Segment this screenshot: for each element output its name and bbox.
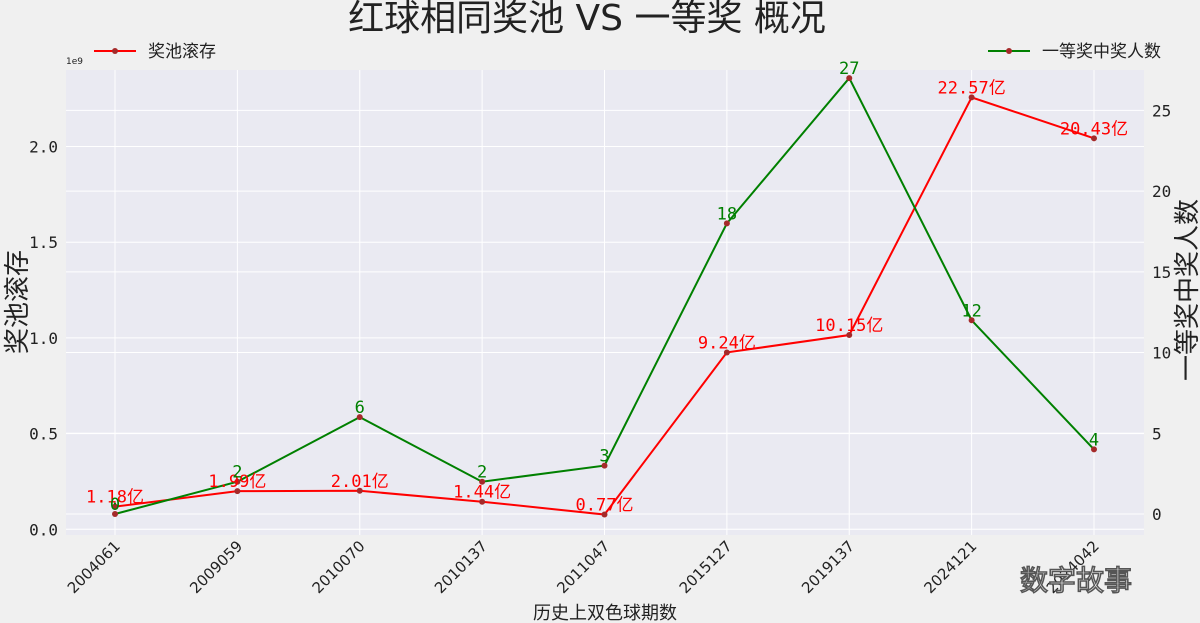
- series-1-data-label: 18: [717, 204, 737, 224]
- y-axis-left-label: 奖池滚存: [3, 250, 33, 354]
- series-0-data-label: 2.01亿: [331, 472, 389, 492]
- y-axis-right-label: 一等奖中奖人数: [1173, 199, 1200, 381]
- right-y-ticks: 0 5 10 15 20 25: [1152, 101, 1171, 524]
- series-1-data-label: 2: [477, 463, 487, 483]
- y-left-tick-label: 1.0: [29, 329, 58, 348]
- series-1-data-label: 4: [1089, 430, 1099, 450]
- series-0-data-label: 10.15亿: [815, 316, 883, 336]
- series-0-point: [1091, 135, 1097, 142]
- series-0-data-label: 20.43亿: [1060, 119, 1128, 139]
- series-0-data-label: 0.77亿: [576, 496, 634, 516]
- series-0-point: [968, 94, 975, 101]
- y-left-tick-label: 0.5: [29, 425, 58, 444]
- scale-note: 1e9: [66, 57, 83, 67]
- series-1-data-label: 3: [599, 447, 609, 467]
- series-1-point: [356, 414, 363, 421]
- x-tick-label: 2015127: [676, 537, 736, 597]
- series-1-data-label: 27: [839, 59, 859, 79]
- y-right-tick-label: 20: [1152, 182, 1171, 201]
- series-1-data-label: 0: [110, 495, 120, 515]
- y-right-tick-label: 25: [1152, 101, 1171, 120]
- x-tick-label: 2010070: [309, 537, 369, 597]
- x-tick-label: 2004061: [64, 537, 124, 597]
- series-0-point: [479, 498, 486, 505]
- y-left-tick-label: 1.5: [29, 233, 58, 252]
- series-0-point: [723, 349, 730, 356]
- x-tick-label: 2024121: [920, 537, 980, 597]
- series-0-data-label: 9.24亿: [698, 333, 756, 353]
- legend-left-label: 奖池滚存: [148, 42, 216, 62]
- series-1-point: [846, 75, 853, 82]
- x-ticks: 2004061 2009059 2010070 2010137 2011047 20151…: [64, 537, 1103, 597]
- series-1-point: [1091, 446, 1097, 453]
- y-right-tick-label: 5: [1152, 424, 1162, 443]
- series-0-point: [356, 487, 363, 494]
- series-1-point: [601, 462, 608, 469]
- series-0-point: [601, 511, 608, 518]
- y-left-tick-label: 0.0: [29, 520, 58, 539]
- y-right-tick-label: 10: [1152, 344, 1171, 363]
- series-0-point: [846, 332, 853, 339]
- x-tick-label: 2009059: [186, 537, 246, 597]
- watermark-text: 数字故事: [1020, 564, 1132, 597]
- series-0-point: [234, 488, 241, 495]
- x-tick-label: 2010137: [431, 537, 491, 597]
- legend-left: 奖池滚存: [94, 42, 216, 62]
- legend-left-marker: [112, 48, 118, 54]
- x-tick-label: 2019137: [798, 537, 858, 597]
- x-tick-label: 2011047: [553, 537, 613, 597]
- series-1-point: [723, 220, 730, 227]
- series-0-data-label: 22.57亿: [938, 78, 1006, 98]
- y-right-tick-label: 15: [1152, 263, 1171, 282]
- legend-right-label: 一等奖中奖人数: [1042, 42, 1161, 62]
- series-1-point: [968, 317, 975, 324]
- series-0-point: [112, 503, 118, 510]
- legend-right-marker: [1006, 48, 1012, 54]
- series-1-data-label: 6: [355, 398, 365, 418]
- series-1-point: [234, 478, 241, 485]
- series-layer: [112, 75, 1097, 518]
- y-left-tick-label: 2.0: [29, 138, 58, 157]
- series-0-data-label: 1.44亿: [453, 483, 511, 503]
- series-0-data-label: 1.18亿: [86, 488, 144, 508]
- y-right-tick-label: 0: [1152, 505, 1162, 524]
- legend-right: 一等奖中奖人数: [988, 42, 1161, 62]
- x-axis-label: 历史上双色球期数: [533, 603, 677, 623]
- series-1-data-label: 12: [961, 301, 981, 321]
- series-1-point: [479, 478, 486, 485]
- series-0-data-label: 1.99亿: [208, 472, 266, 492]
- series-1-point: [112, 511, 118, 518]
- series-1-data-label: 2: [232, 463, 242, 483]
- left-y-ticks: 0.0 0.5 1.0 1.5 2.0: [29, 138, 58, 540]
- data-labels-layer: 1.18亿 1.99亿 2.01亿 1.44亿 0.77亿 9.24亿 10.15亿 22.5…: [86, 59, 1128, 515]
- chart-title: 红球相同奖池 VS 一等奖 概况: [348, 0, 826, 39]
